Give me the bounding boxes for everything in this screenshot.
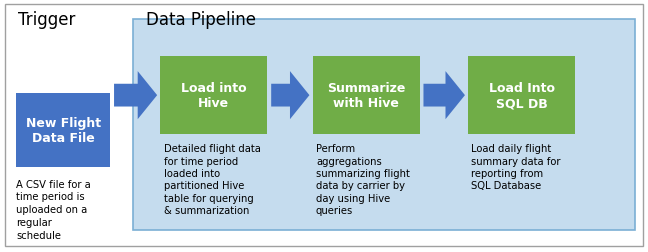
Text: Trigger: Trigger <box>18 11 76 29</box>
Text: Summarize
with Hive: Summarize with Hive <box>327 82 405 110</box>
Text: Data Pipeline: Data Pipeline <box>146 11 256 29</box>
FancyBboxPatch shape <box>312 57 420 135</box>
FancyBboxPatch shape <box>160 57 267 135</box>
Text: New Flight
Data File: New Flight Data File <box>26 116 100 144</box>
Polygon shape <box>423 72 465 120</box>
Text: Load into
Hive: Load into Hive <box>181 82 247 110</box>
Polygon shape <box>114 72 157 120</box>
FancyBboxPatch shape <box>468 57 575 135</box>
FancyBboxPatch shape <box>133 20 635 231</box>
Text: Load daily flight
summary data for
reporting from
SQL Database: Load daily flight summary data for repor… <box>472 144 561 191</box>
FancyBboxPatch shape <box>5 5 643 246</box>
Text: Load Into
SQL DB: Load Into SQL DB <box>489 82 555 110</box>
Text: A CSV file for a
time period is
uploaded on a
regular
schedule: A CSV file for a time period is uploaded… <box>16 179 91 240</box>
FancyBboxPatch shape <box>16 93 110 168</box>
Polygon shape <box>272 72 309 120</box>
Text: Perform
aggregations
summarizing flight
data by carrier by
day using Hive
querie: Perform aggregations summarizing flight … <box>316 144 410 215</box>
Text: Detailed flight data
for time period
loaded into
partitioned Hive
table for quer: Detailed flight data for time period loa… <box>163 144 260 215</box>
